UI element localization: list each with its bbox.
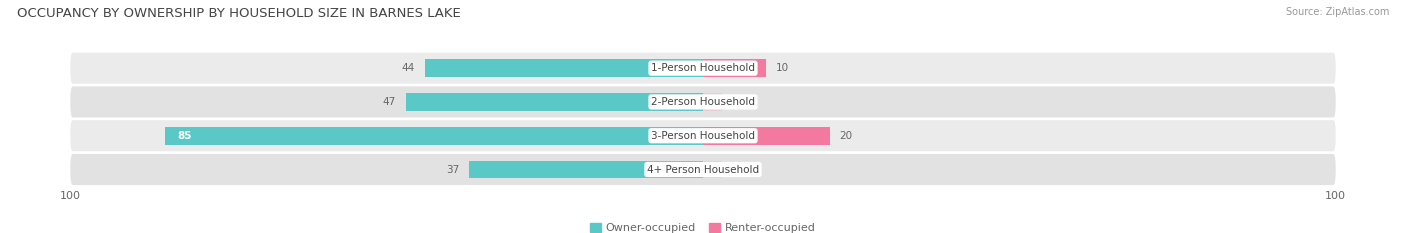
- Text: 0: 0: [731, 97, 738, 107]
- Bar: [425, 59, 703, 77]
- FancyBboxPatch shape: [70, 120, 1336, 151]
- Bar: [703, 161, 723, 178]
- Text: 85: 85: [177, 131, 193, 141]
- Legend: Owner-occupied, Renter-occupied: Owner-occupied, Renter-occupied: [586, 219, 820, 233]
- Text: 47: 47: [382, 97, 396, 107]
- Bar: [468, 161, 703, 178]
- Text: OCCUPANCY BY OWNERSHIP BY HOUSEHOLD SIZE IN BARNES LAKE: OCCUPANCY BY OWNERSHIP BY HOUSEHOLD SIZE…: [17, 7, 461, 20]
- Text: 44: 44: [402, 63, 415, 73]
- Text: 2-Person Household: 2-Person Household: [651, 97, 755, 107]
- Text: 4+ Person Household: 4+ Person Household: [647, 164, 759, 175]
- Bar: [405, 93, 703, 111]
- Bar: [165, 127, 703, 144]
- Bar: [703, 127, 830, 144]
- FancyBboxPatch shape: [70, 154, 1336, 185]
- Text: 3-Person Household: 3-Person Household: [651, 131, 755, 141]
- FancyBboxPatch shape: [70, 53, 1336, 84]
- Text: 20: 20: [839, 131, 852, 141]
- Bar: [703, 59, 766, 77]
- Text: 1-Person Household: 1-Person Household: [651, 63, 755, 73]
- Text: 37: 37: [446, 164, 460, 175]
- FancyBboxPatch shape: [70, 86, 1336, 117]
- Text: 0: 0: [731, 164, 738, 175]
- Text: Source: ZipAtlas.com: Source: ZipAtlas.com: [1285, 7, 1389, 17]
- Text: 10: 10: [776, 63, 789, 73]
- Bar: [703, 93, 723, 111]
